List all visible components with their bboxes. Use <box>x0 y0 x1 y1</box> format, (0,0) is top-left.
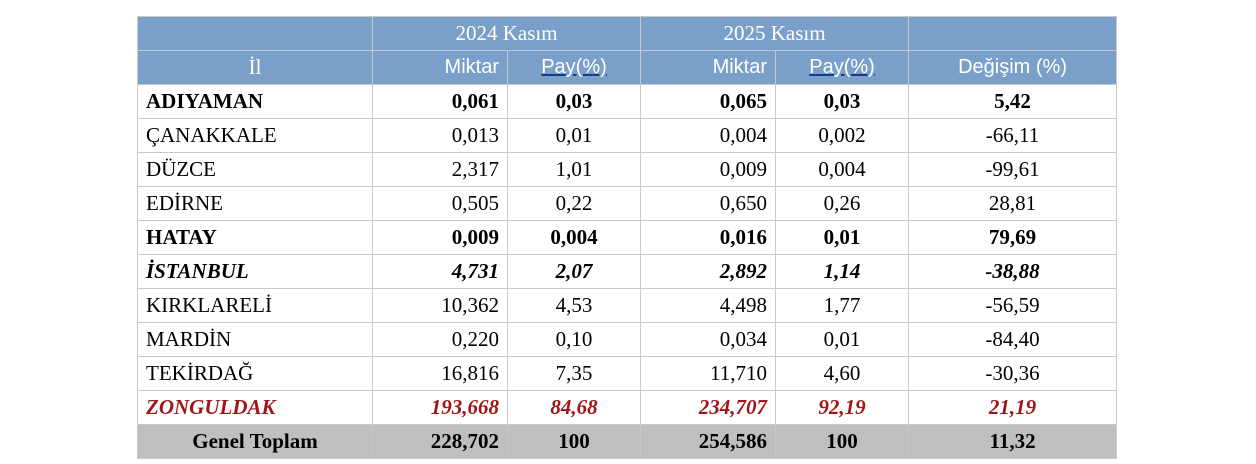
miktar-2024-cell: 193,668 <box>372 390 508 425</box>
province-cell: Genel Toplam <box>137 424 373 459</box>
degisim-cell: 11,32 <box>908 424 1118 459</box>
miktar-2025-cell: 254,586 <box>640 424 777 459</box>
degisim-cell: -30,36 <box>908 356 1118 391</box>
province-cell: EDİRNE <box>137 186 373 221</box>
degisim-header: Değişim (%) <box>908 50 1118 85</box>
degisim-cell: -66,11 <box>908 118 1118 153</box>
degisim-cell: -56,59 <box>908 288 1118 323</box>
table-row: ÇANAKKALE 0,013 0,01 0,004 0,002 -66,11 <box>137 118 1118 153</box>
province-cell: MARDİN <box>137 322 373 357</box>
pay-2025-header: Pay(%) <box>775 50 910 85</box>
province-cell: ZONGULDAK <box>137 390 373 425</box>
pay-2025-cell: 1,77 <box>775 288 910 323</box>
pay-2025-cell: 0,03 <box>775 84 910 119</box>
degisim-cell: 5,42 <box>908 84 1118 119</box>
pay-2025-cell: 0,004 <box>775 152 910 187</box>
table-row: ADIYAMAN 0,061 0,03 0,065 0,03 5,42 <box>137 84 1118 119</box>
miktar-2024-cell: 2,317 <box>372 152 508 187</box>
il-header: İl <box>137 50 373 85</box>
miktar-2025-cell: 234,707 <box>640 390 777 425</box>
table-row: TEKİRDAĞ 16,816 7,35 11,710 4,60 -30,36 <box>137 356 1118 391</box>
pay-2024-cell: 0,10 <box>506 322 642 357</box>
miktar-2025-cell: 0,650 <box>640 186 777 221</box>
table-row: DÜZCE 2,317 1,01 0,009 0,004 -99,61 <box>137 152 1118 187</box>
province-cell: ADIYAMAN <box>137 84 373 119</box>
miktar-2025-cell: 0,004 <box>640 118 777 153</box>
year-2025-header: 2025 Kasım <box>640 16 910 51</box>
degisim-cell: 79,69 <box>908 220 1118 255</box>
miktar-2025-cell: 11,710 <box>640 356 777 391</box>
table-row: MARDİN 0,220 0,10 0,034 0,01 -84,40 <box>137 322 1118 357</box>
table-row: EDİRNE 0,505 0,22 0,650 0,26 28,81 <box>137 186 1118 221</box>
miktar-2025-header: Miktar <box>640 50 777 85</box>
pay-2025-cell: 0,01 <box>775 322 910 357</box>
pay-2024-cell: 0,03 <box>506 84 642 119</box>
province-comparison-table: 2024 Kasım 2025 Kasım İl Miktar Pay(%) M… <box>137 16 1118 459</box>
pay-2025-cell: 0,26 <box>775 186 910 221</box>
pay-2024-cell: 7,35 <box>506 356 642 391</box>
pay-2024-cell: 100 <box>506 424 642 459</box>
miktar-2024-cell: 228,702 <box>372 424 508 459</box>
miktar-2025-cell: 0,009 <box>640 152 777 187</box>
pay-2024-header: Pay(%) <box>506 50 642 85</box>
province-cell: DÜZCE <box>137 152 373 187</box>
province-cell: HATAY <box>137 220 373 255</box>
year-header-row: 2024 Kasım 2025 Kasım <box>137 16 1118 51</box>
pay-2025-cell: 0,002 <box>775 118 910 153</box>
table-row: ZONGULDAK 193,668 84,68 234,707 92,19 21,19 <box>137 390 1118 425</box>
degisim-cell: -84,40 <box>908 322 1118 357</box>
miktar-2025-cell: 0,016 <box>640 220 777 255</box>
degisim-cell: -38,88 <box>908 254 1118 289</box>
pay-2024-cell: 4,53 <box>506 288 642 323</box>
pay-2025-cell: 0,01 <box>775 220 910 255</box>
pay-2024-cell: 0,004 <box>506 220 642 255</box>
pay-2024-cell: 84,68 <box>506 390 642 425</box>
degisim-cell: 21,19 <box>908 390 1118 425</box>
pay-2025-cell: 100 <box>775 424 910 459</box>
miktar-2024-cell: 10,362 <box>372 288 508 323</box>
miktar-2025-cell: 4,498 <box>640 288 777 323</box>
miktar-2024-cell: 16,816 <box>372 356 508 391</box>
province-cell: TEKİRDAĞ <box>137 356 373 391</box>
table-row: İSTANBUL 4,731 2,07 2,892 1,14 -38,88 <box>137 254 1118 289</box>
miktar-2024-cell: 0,505 <box>372 186 508 221</box>
table-row: HATAY 0,009 0,004 0,016 0,01 79,69 <box>137 220 1118 255</box>
miktar-2024-cell: 0,009 <box>372 220 508 255</box>
miktar-2024-cell: 4,731 <box>372 254 508 289</box>
province-cell: ÇANAKKALE <box>137 118 373 153</box>
pay-2024-cell: 0,22 <box>506 186 642 221</box>
miktar-2025-cell: 2,892 <box>640 254 777 289</box>
miktar-2024-header: Miktar <box>372 50 508 85</box>
pay-2024-cell: 1,01 <box>506 152 642 187</box>
year-2024-header: 2024 Kasım <box>371 16 642 51</box>
blank-header-cell <box>908 16 1118 51</box>
degisim-cell: -99,61 <box>908 152 1118 187</box>
pay-2025-cell: 1,14 <box>775 254 910 289</box>
blank-header-cell <box>137 16 373 51</box>
pay-2025-cell: 92,19 <box>775 390 910 425</box>
miktar-2024-cell: 0,013 <box>372 118 508 153</box>
table-row: KIRKLARELİ 10,362 4,53 4,498 1,77 -56,59 <box>137 288 1118 323</box>
total-row: Genel Toplam 228,702 100 254,586 100 11,32 <box>137 424 1118 459</box>
degisim-cell: 28,81 <box>908 186 1118 221</box>
miktar-2025-cell: 0,065 <box>640 84 777 119</box>
province-cell: KIRKLARELİ <box>137 288 373 323</box>
pay-2024-cell: 2,07 <box>506 254 642 289</box>
pay-2024-cell: 0,01 <box>506 118 642 153</box>
miktar-2024-cell: 0,220 <box>372 322 508 357</box>
province-cell: İSTANBUL <box>137 254 373 289</box>
column-header-row: İl Miktar Pay(%) Miktar Pay(%) Değişim (… <box>137 50 1118 85</box>
pay-2025-cell: 4,60 <box>775 356 910 391</box>
miktar-2024-cell: 0,061 <box>372 84 508 119</box>
miktar-2025-cell: 0,034 <box>640 322 777 357</box>
